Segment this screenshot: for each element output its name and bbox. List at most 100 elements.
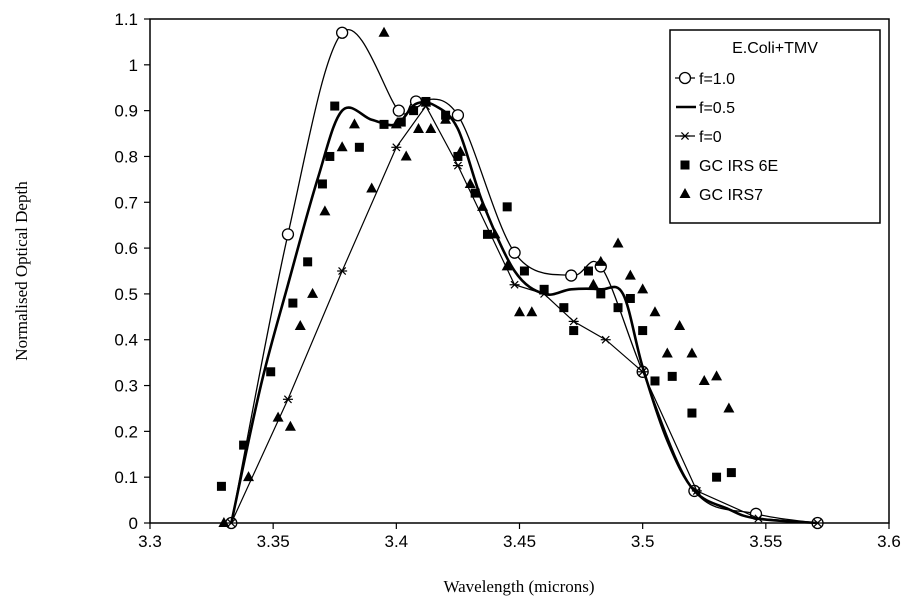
legend-label: f=0 (699, 129, 722, 146)
data-point (600, 335, 611, 344)
data-point (489, 228, 501, 239)
data-point (216, 481, 226, 491)
data-point (239, 440, 249, 450)
data-point (243, 471, 255, 482)
legend-marker (678, 71, 692, 85)
data-point (379, 119, 389, 129)
series-layer (216, 26, 824, 530)
data-point (569, 326, 579, 336)
data-point (335, 26, 349, 39)
y-axis-ticks: 0 0.1 0.2 0.3 0.4 0.5 0.6 0.7 0.8 0.9 1 1.1 (114, 10, 150, 533)
legend-entry: f=0 (675, 129, 722, 146)
legend-entry: GC IRS7 (679, 187, 763, 204)
data-point (613, 303, 623, 313)
data-point (303, 257, 313, 267)
data-point (464, 177, 476, 188)
data-point (595, 255, 607, 266)
data-point (711, 370, 723, 381)
y-tick-label: 1.1 (114, 10, 138, 29)
data-point (612, 237, 624, 248)
legend-marker (679, 188, 691, 198)
data-point (650, 376, 660, 386)
star-stroke (754, 514, 763, 523)
y-tick-label: 0.6 (114, 239, 138, 258)
y-tick-label: 0.7 (114, 193, 138, 212)
data-point (366, 182, 378, 193)
legend-label: GC IRS 6E (699, 158, 778, 175)
data-point (509, 280, 520, 289)
data-point (390, 118, 402, 129)
y-tick-label: 0.5 (114, 285, 138, 304)
x-axis-ticks: 3.3 3.35 3.4 3.45 3.5 3.55 3.6 (138, 523, 901, 551)
data-point (325, 151, 335, 161)
data-point (508, 246, 521, 259)
data-point (637, 283, 649, 294)
data-point (218, 517, 230, 527)
data-point (649, 306, 661, 317)
data-point (587, 278, 599, 289)
y-tick-label: 0.8 (114, 147, 138, 166)
data-point (565, 269, 578, 282)
data-point (519, 266, 529, 276)
x-tick-label: 3.4 (385, 532, 409, 551)
data-point (691, 486, 702, 495)
data-point (667, 371, 677, 381)
star-stroke (283, 395, 292, 404)
data-point (425, 122, 437, 133)
legend-label: f=0.5 (699, 100, 735, 117)
legend-entry: GC IRS 6E (680, 158, 778, 175)
data-point (712, 472, 722, 482)
data-point (421, 96, 431, 106)
data-point (307, 287, 319, 298)
legend-title: E.Coli+TMV (732, 40, 818, 57)
legend-box (669, 29, 881, 224)
data-point (396, 117, 406, 127)
star-stroke (692, 486, 701, 495)
legend-marker (680, 160, 690, 170)
data-point (282, 395, 293, 404)
star-stroke (813, 518, 822, 528)
legend-entry: f=1.0 (675, 71, 735, 88)
data-point (272, 411, 284, 422)
data-point (638, 326, 648, 336)
data-point (812, 518, 823, 528)
x-tick-label: 3.55 (749, 532, 782, 551)
data-point (661, 347, 673, 358)
data-point (674, 319, 686, 330)
data-point (470, 188, 480, 198)
data-point (539, 284, 549, 294)
data-point (686, 347, 698, 358)
series-gc-irs7 (218, 26, 735, 527)
data-point (526, 306, 538, 317)
data-point (583, 266, 593, 276)
data-point (391, 143, 402, 152)
legend: E.Coli+TMV f=1.0 f=0.5 f=0 GC IRS 6E GC IRS7 (669, 29, 881, 224)
data-point (726, 468, 736, 478)
data-point (596, 289, 606, 299)
data-point (624, 269, 636, 280)
data-point (698, 374, 710, 385)
legend-label: GC IRS7 (699, 187, 763, 204)
star-stroke (453, 161, 462, 170)
data-point (413, 122, 425, 133)
data-point (400, 150, 412, 161)
data-point (354, 142, 364, 152)
data-point (568, 317, 579, 326)
data-point (378, 26, 390, 37)
y-tick-label: 0.3 (114, 377, 138, 396)
star-stroke (601, 335, 610, 344)
data-point (284, 420, 296, 431)
star-stroke (227, 518, 236, 528)
data-point (317, 179, 327, 189)
star-stroke (569, 317, 578, 326)
data-point (409, 106, 419, 116)
series-line (230, 104, 818, 524)
data-point (452, 161, 463, 170)
x-tick-label: 3.45 (503, 532, 536, 551)
y-tick-label: 0 (129, 514, 138, 533)
y-tick-label: 0.2 (114, 422, 138, 441)
data-point (625, 293, 635, 303)
data-point (281, 228, 295, 241)
x-tick-label: 3.5 (631, 532, 655, 551)
